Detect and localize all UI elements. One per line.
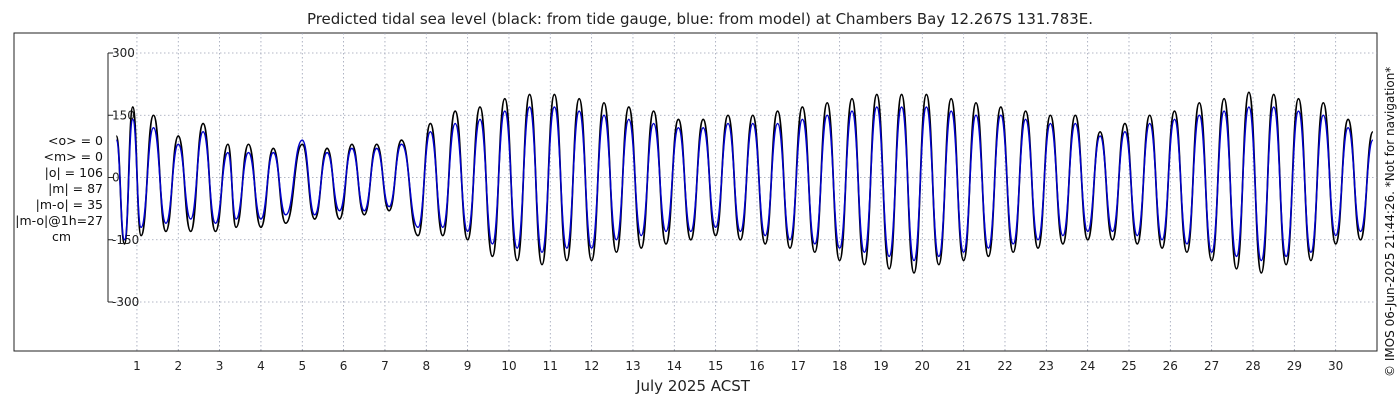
- y-tick-label: 300: [112, 46, 135, 60]
- x-tick-label: 25: [1121, 359, 1136, 373]
- x-tick-label: 12: [584, 359, 599, 373]
- stat-model-amplitude: |m| = 87: [48, 181, 103, 196]
- x-tick-label: 10: [501, 359, 516, 373]
- y-tick-label: -300: [112, 295, 139, 309]
- chart-title: Predicted tidal sea level (black: from t…: [306, 10, 1094, 28]
- x-tick-label: 30: [1328, 359, 1343, 373]
- y-tick-label: 0: [112, 171, 120, 185]
- x-tick-label: 1: [133, 359, 141, 373]
- stat-unit: cm: [51, 229, 72, 244]
- series-line-tide-gauge: [115, 91, 1374, 274]
- statistics-panel: <o> = 0 <m> = 0 |o| = 106 |m| = 87 |m-o|…: [0, 133, 103, 245]
- x-tick-label: 24: [1080, 359, 1095, 373]
- x-tick-label: 16: [749, 359, 764, 373]
- x-tick-label: 8: [422, 359, 430, 373]
- x-tick-label: 9: [464, 359, 472, 373]
- x-tick-label: 13: [625, 359, 640, 373]
- stat-mean-abs-diff: |m-o| = 35: [35, 197, 103, 212]
- x-tick-label: 29: [1287, 359, 1302, 373]
- x-tick-label: 26: [1163, 359, 1178, 373]
- x-tick-label: 17: [791, 359, 806, 373]
- x-tick-label: 3: [216, 359, 224, 373]
- x-tick-label: 19: [873, 359, 888, 373]
- y-tick-label: 150: [112, 108, 135, 122]
- x-tick-label: 28: [1245, 359, 1260, 373]
- stat-model-mean: <m> = 0: [43, 149, 104, 164]
- x-tick-label: 11: [543, 359, 558, 373]
- stat-obs-amplitude: |o| = 106: [44, 165, 103, 180]
- stat-obs-mean: <o> = 0: [48, 133, 103, 148]
- series-line-model: [115, 106, 1374, 262]
- x-tick-label: 22: [997, 359, 1012, 373]
- x-tick-label: 7: [381, 359, 389, 373]
- x-tick-label: 5: [298, 359, 306, 373]
- x-tick-label: 6: [340, 359, 348, 373]
- x-tick-label: 23: [1039, 359, 1054, 373]
- x-tick-label: 15: [708, 359, 723, 373]
- x-axis-label: July 2025 ACST: [635, 377, 751, 395]
- x-tick-label: 4: [257, 359, 265, 373]
- x-tick-label: 2: [174, 359, 182, 373]
- x-tick-label: 18: [832, 359, 847, 373]
- x-tick-label: 14: [667, 359, 682, 373]
- plot-frame: [13, 32, 1378, 352]
- x-tick-label: 27: [1204, 359, 1219, 373]
- stat-mean-abs-diff-1h: |m-o|@1h=27: [15, 213, 103, 228]
- x-tick-label: 20: [915, 359, 930, 373]
- x-tick-label: 21: [956, 359, 971, 373]
